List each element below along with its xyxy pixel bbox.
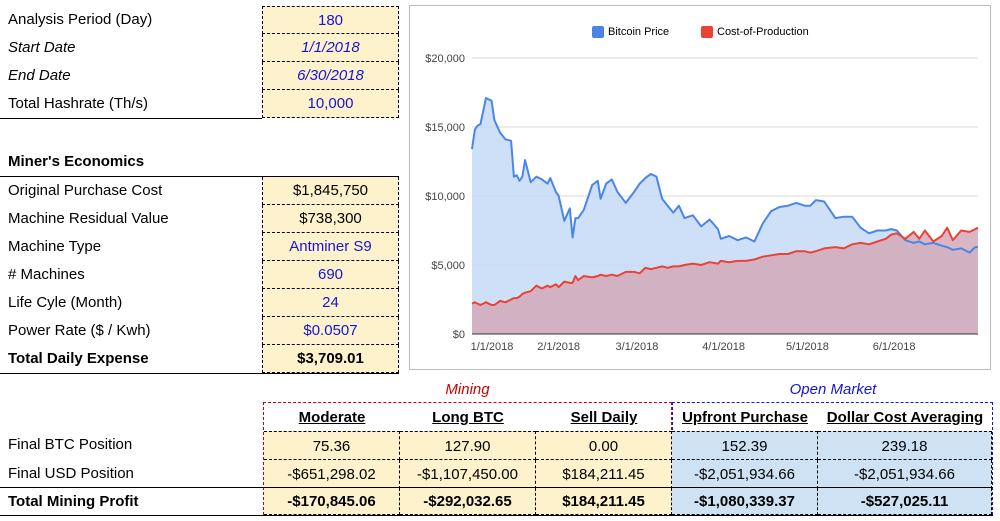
chart-panel: Bitcoin Price Cost-of-Production $0 $5,00… [409,5,991,370]
label-power-rate: Power Rate ($ / Kwh) [8,322,151,339]
y-tick-label: $20,000 [425,53,465,65]
machine-residual-value: $738,300 [262,205,399,233]
label-total-daily-expense: Total Daily Expense [8,350,149,367]
analysis-period-value[interactable]: 180 [262,6,399,34]
x-tick-label: 1/1/2018 [471,341,514,353]
row-label-total-mining-profit: Total Mining Profit [8,493,139,510]
cost-of-production-area [472,227,978,334]
col-header-upfront-purchase: Upfront Purchase [682,409,808,426]
label-life-cycle: Life Cyle (Month) [8,294,123,311]
legend-bitcoin-label: Bitcoin Price [608,26,670,38]
label-start-date: Start Date [8,39,76,56]
col-header-moderate: Moderate [298,409,366,426]
table-cell: -$527,025.11 [818,488,992,515]
x-tick-label: 6/1/2018 [873,341,916,353]
original-purchase-cost-value: $1,845,750 [262,177,399,205]
y-tick-label: $10,000 [425,191,465,203]
life-cycle-value[interactable]: 24 [262,289,399,317]
table-cell: $184,211.45 [536,460,672,489]
economics-bottom-rule [0,373,399,374]
table-cell: -$1,080,339.37 [672,488,818,515]
end-date-value[interactable]: 6/30/2018 [262,62,399,90]
x-tick-label: 2/1/2018 [537,341,580,353]
total-hashrate-value[interactable]: 10,000 [262,90,399,118]
mining-group-label: Mining [445,381,490,398]
table-cell: -$1,107,450.00 [400,460,536,489]
table-cell: 0.00 [536,431,672,460]
total-daily-expense-value: $3,709.01 [262,345,399,373]
table-cell: -$2,051,934.66 [672,460,818,489]
label-machine-type: Machine Type [8,238,102,255]
table-cell: 75.36 [264,431,400,460]
y-tick-label: $5,000 [431,260,465,272]
label-end-date: End Date [8,67,71,84]
total-row-top-rule [0,487,993,488]
economics-top-rule [0,176,399,177]
cost-of-production-line [471,226,979,306]
table-cell: 152.39 [672,431,818,460]
legend-bitcoin-swatch [592,26,604,38]
economics-title: Miner's Economics [8,153,145,170]
open-market-group-label: Open Market [789,381,877,398]
machine-type-value[interactable]: Antminer S9 [262,233,399,261]
x-tick-label: 5/1/2018 [786,341,829,353]
x-tick-label: 4/1/2018 [702,341,745,353]
table-cell: -$2,051,934.66 [818,460,992,489]
label-original-purchase-cost: Original Purchase Cost [8,182,163,199]
table-cell: 239.18 [818,431,992,460]
total-row-bottom-rule [0,515,993,516]
params-divider [0,118,262,119]
col-header-long-btc: Long BTC [432,409,504,426]
row-label-final-btc: Final BTC Position [8,436,133,453]
y-tick-label: $0 [453,329,465,341]
legend-cost-label: Cost-of-Production [717,26,809,38]
table-cell: $184,211.45 [536,488,672,515]
start-date-value[interactable]: 1/1/2018 [262,34,399,62]
table-cell: 127.90 [400,431,536,460]
legend-cost-swatch [701,26,713,38]
price-chart: $0 $5,000 $10,000 $15,000 $20,000 1/1/2018 2/1… [425,53,979,353]
table-cell: -$170,845.06 [264,488,400,515]
label-total-hashrate: Total Hashrate (Th/s) [8,95,149,112]
power-rate-value[interactable]: $0.0507 [262,317,399,345]
row-label-final-usd: Final USD Position [8,465,134,482]
table-cell: -$651,298.02 [264,460,400,489]
table-cell: -$292,032.65 [400,488,536,515]
col-header-dollar-cost-averaging: Dollar Cost Averaging [826,409,984,426]
label-analysis-period: Analysis Period (Day) [8,11,153,28]
label-machine-residual-value: Machine Residual Value [8,210,169,227]
label-machines: # Machines [8,266,85,283]
machines-value[interactable]: 690 [262,261,399,289]
bitcoin-price-line [471,97,978,254]
y-tick-label: $15,000 [425,122,465,134]
col-header-sell-daily: Sell Daily [570,409,638,426]
x-tick-label: 3/1/2018 [616,341,659,353]
